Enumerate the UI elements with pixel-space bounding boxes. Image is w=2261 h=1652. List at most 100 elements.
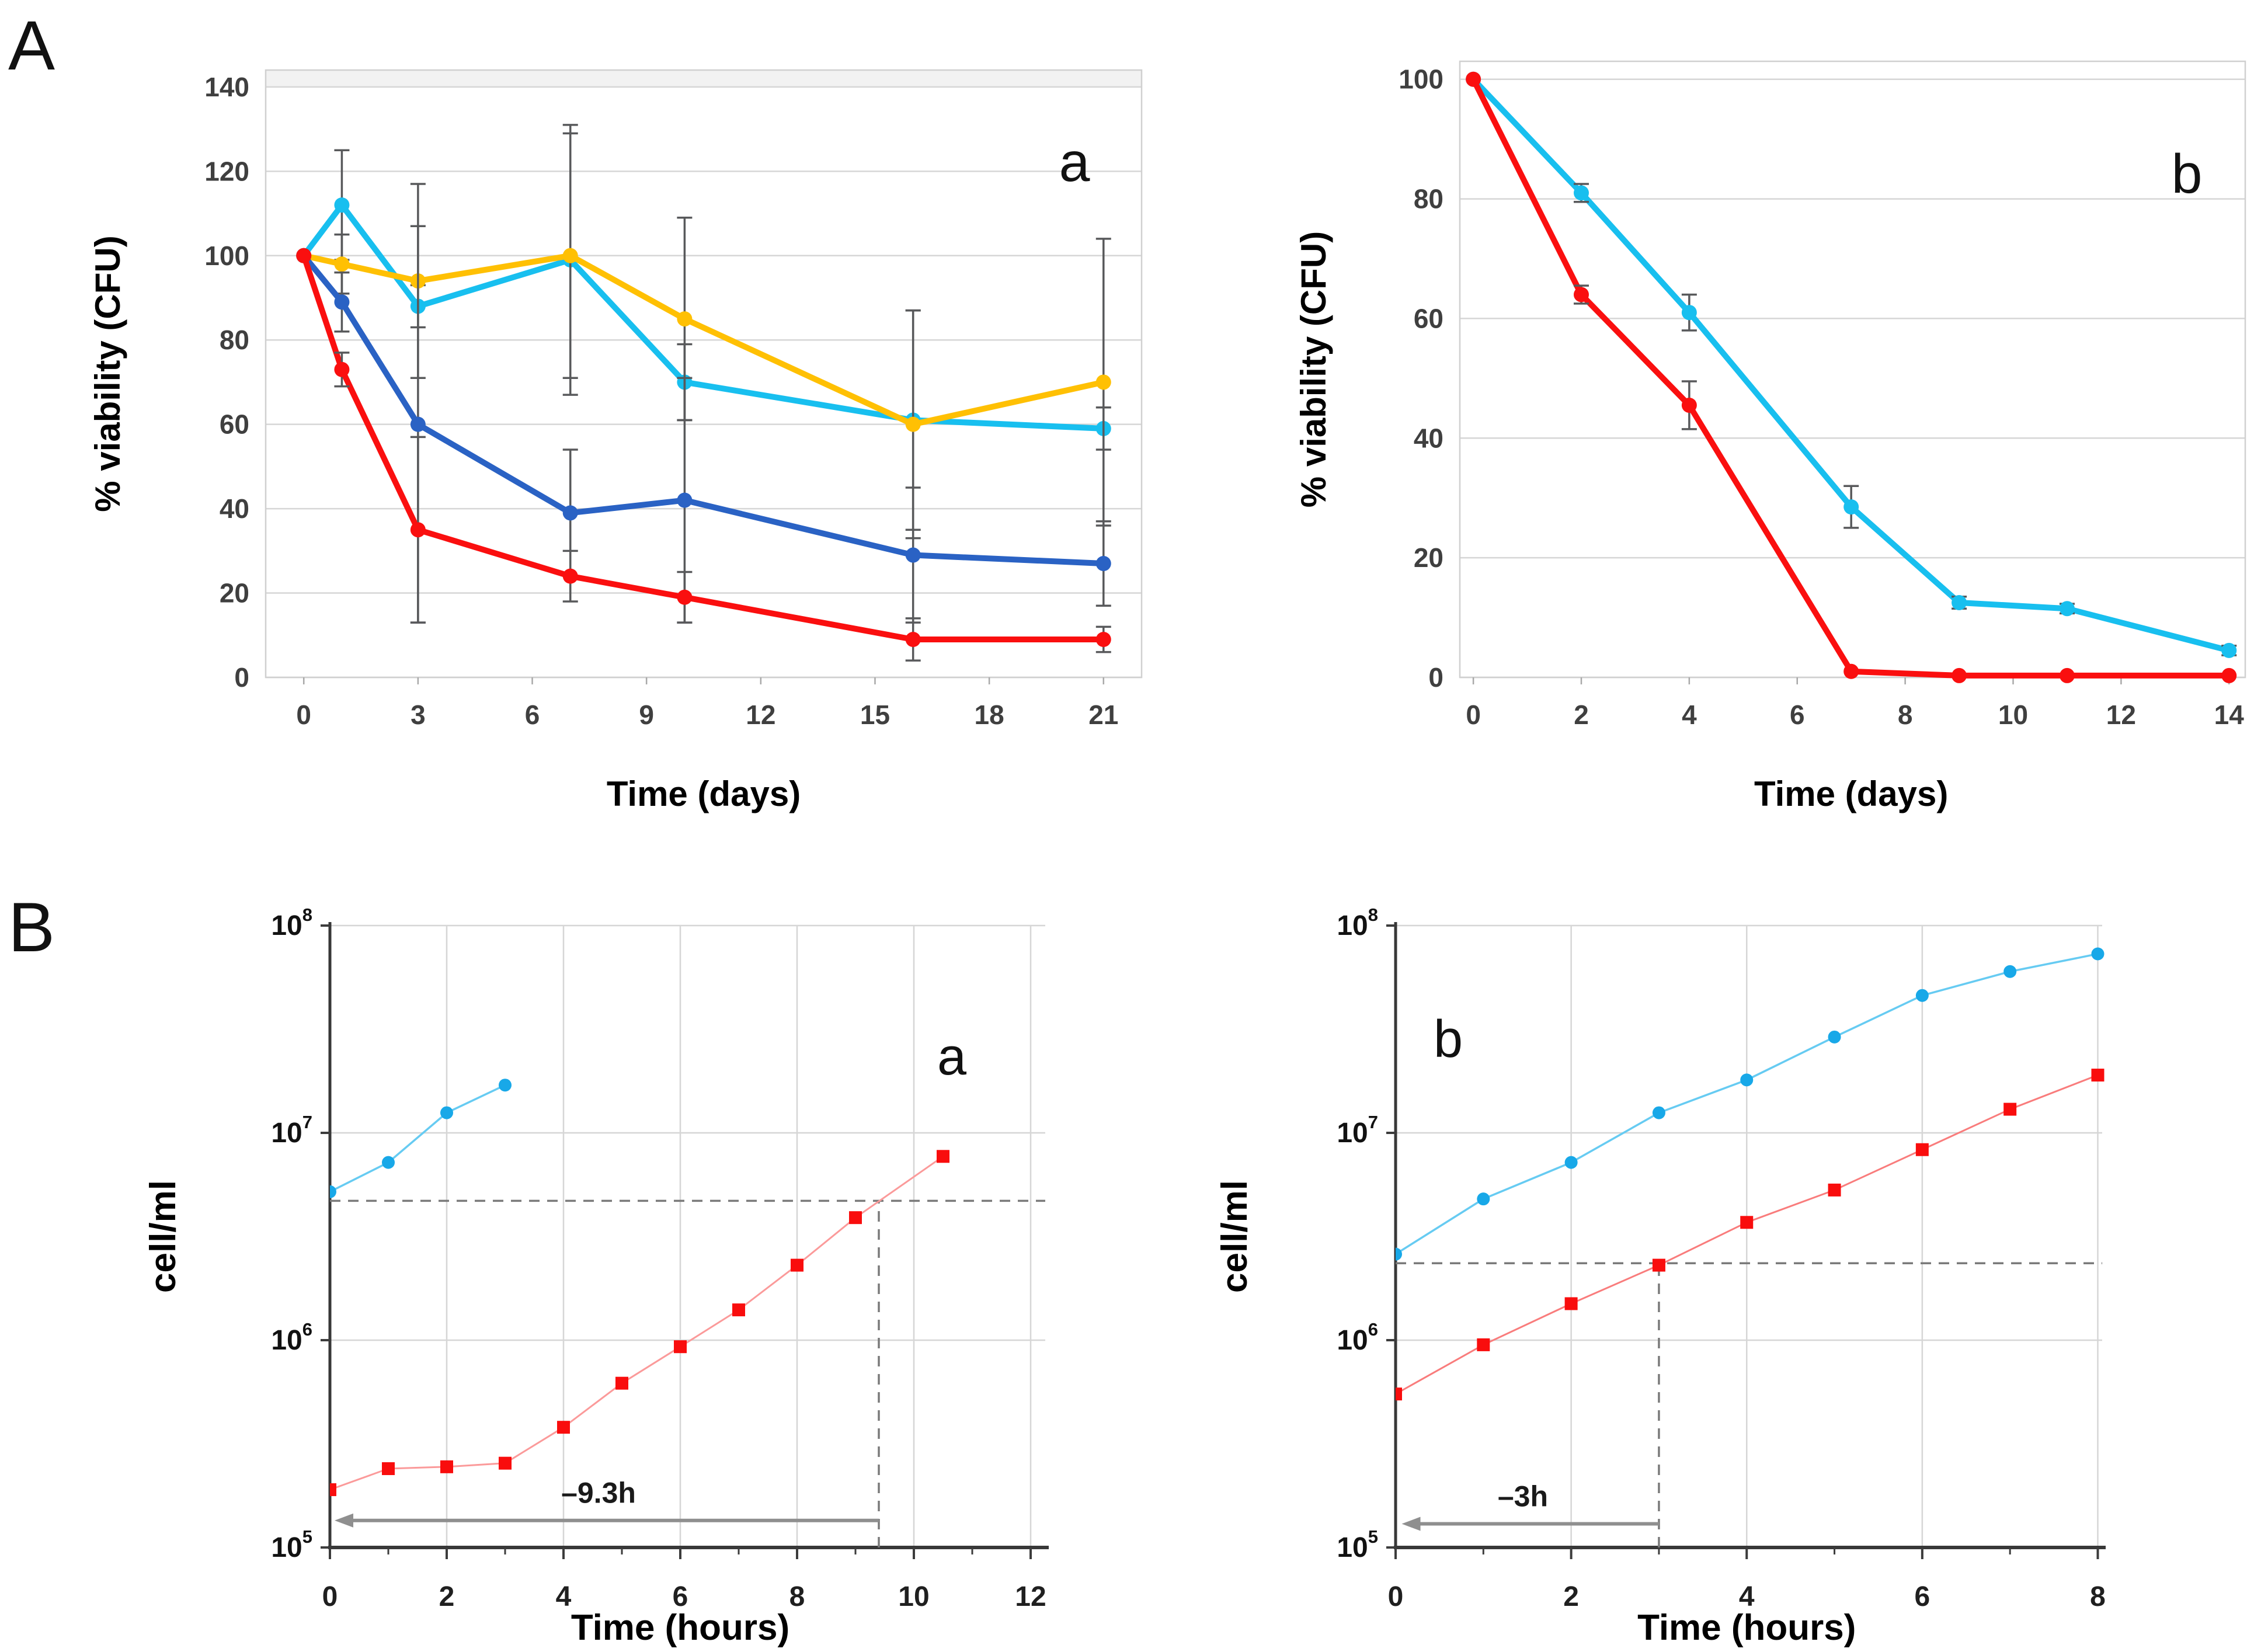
chart-panel-viability-a: a 0 3 6 9 12 15 18 21 0 20 40 60 80 100 120 140 Time (day… [82,18,1174,853]
x-tick-label: 2 [1563,1581,1579,1612]
marker-blue-circles [2091,947,2105,961]
doubling-time-arrow-head [335,1513,353,1528]
y-tick-label: 107 [1337,1112,1378,1149]
marker-light-blue-circles [1952,594,1967,610]
marker-blue-circles [1396,1247,1402,1261]
section-label-b: B [8,888,55,966]
series-red-circles [1466,71,2237,683]
panel-letter-b: b [2172,143,2203,205]
marker-red-circles [334,361,350,377]
y-axis-title: % viability (CFU) [88,235,127,512]
marker-red-squares [849,1211,862,1225]
x-tick-label: 8 [2090,1581,2106,1612]
marker-dark-blue-circles [1095,556,1111,571]
marker-red-circles [2059,667,2075,683]
x-tick-label: 2 [1574,700,1589,730]
marker-red-circles [677,589,693,605]
marker-red-squares [791,1258,803,1272]
y-tick-label: 0 [1428,662,1443,693]
x-axis-title: Time (days) [607,774,801,813]
marker-blue-circles [440,1106,453,1119]
chart-svg-viability-a: a 0 3 6 9 12 15 18 21 0 20 40 60 80 100 120 140 Time (day… [88,69,1143,813]
panel-letter-a: a [1059,131,1090,193]
section-label-a: A [8,6,55,85]
marker-light-blue-circles [2059,601,2075,617]
marker-red-circles [1681,397,1697,413]
y-tick-label: 106 [271,1319,312,1356]
y-tick-label: 105 [271,1526,312,1563]
x-tick-label: 6 [525,700,540,730]
series-blue-circles [330,1079,512,1198]
chart-panel-viability-b: b 0 2 4 6 8 10 12 14 0 20 40 60 80 100 Time (days) % via… [1267,18,2261,853]
marker-yellow-circles [562,248,578,263]
x-tick-label: 0 [296,700,311,730]
y-tick-label: 0 [234,662,249,693]
x-tick-label: 6 [673,1581,688,1612]
series-blue-circles [1396,947,2105,1261]
marker-blue-circles [1740,1073,1754,1087]
marker-red-circles [1952,667,1967,683]
marker-blue-circles [1564,1156,1578,1169]
x-tick-label: 10 [898,1581,929,1612]
marker-red-circles [296,248,312,263]
marker-light-blue-circles [1681,305,1697,321]
doubling-time-label: –9.3h [561,1477,636,1510]
y-tick-label: 60 [1414,303,1443,333]
line-red-circles [301,252,1107,642]
x-tick-label: 14 [2214,700,2245,730]
marker-red-circles [2221,667,2237,683]
y-tick-label: 107 [271,1112,312,1149]
marker-red-squares [440,1460,453,1473]
marker-red-squares [1740,1216,1754,1229]
marker-red-squares [330,1483,336,1497]
y-tick-label: 60 [220,409,249,440]
x-tick-label: 4 [556,1581,572,1612]
marker-red-squares [937,1150,949,1163]
marker-blue-circles [499,1079,512,1092]
marker-blue-circles [1915,989,1929,1002]
marker-red-circles [1095,632,1111,647]
y-tick-label: 20 [220,578,249,608]
marker-red-circles [1573,287,1589,302]
y-tick-label: 80 [1414,184,1443,214]
marker-red-circles [1466,71,1481,87]
y-tick-label: 105 [1337,1526,1378,1563]
x-tick-label: 21 [1088,700,1118,730]
line-red-squares [330,1155,944,1491]
line-blue-circles [330,1084,506,1193]
marker-dark-blue-circles [410,416,426,432]
marker-red-circles [1843,663,1859,679]
line-light-blue-circles [1470,76,2232,653]
chart-panel-growth-b: –3h b 0 2 4 6 8 105 106 107 108 Time (hours) cell/ml [1197,888,2261,1652]
y-tick-label: 108 [1337,905,1378,941]
series-red-squares [1396,1069,2105,1401]
x-tick-label: 6 [1915,1581,1930,1612]
x-tick-label: 8 [1898,700,1913,730]
series-light-blue-circles [1466,71,2237,658]
chart-svg-viability-b: b 0 2 4 6 8 10 12 14 0 20 40 60 80 100 Time (days) % via… [1294,60,2246,813]
marker-red-squares [615,1376,628,1390]
plot-border [265,69,1143,679]
line-light-blue-circles [301,202,1107,432]
marker-red-circles [562,568,578,584]
chart-svg-growth-a: –9.3h a 0 2 4 6 8 10 12 105 106 107 108 Time (hours) c… [143,905,1049,1648]
marker-yellow-circles [905,416,921,432]
x-tick-label: 12 [746,700,775,730]
marker-red-squares [2003,1103,2017,1116]
x-tick-label: 12 [1015,1581,1046,1612]
marker-light-blue-circles [1573,185,1589,201]
marker-red-squares [2091,1069,2105,1082]
x-tick-label: 0 [1388,1581,1404,1612]
x-tick-label: 6 [1790,700,1805,730]
y-tick-label: 106 [1337,1319,1378,1356]
marker-red-squares [1915,1143,1929,1156]
marker-yellow-circles [1095,374,1111,390]
marker-red-squares [382,1462,395,1476]
marker-dark-blue-circles [905,547,921,563]
line-red-circles [1470,76,2232,679]
marker-red-squares [1652,1258,1665,1272]
x-axis-title: Time (hours) [1637,1608,1856,1648]
y-tick-label: 80 [220,325,249,355]
marker-red-squares [1564,1297,1578,1310]
y-tick-label: 20 [1414,542,1443,573]
